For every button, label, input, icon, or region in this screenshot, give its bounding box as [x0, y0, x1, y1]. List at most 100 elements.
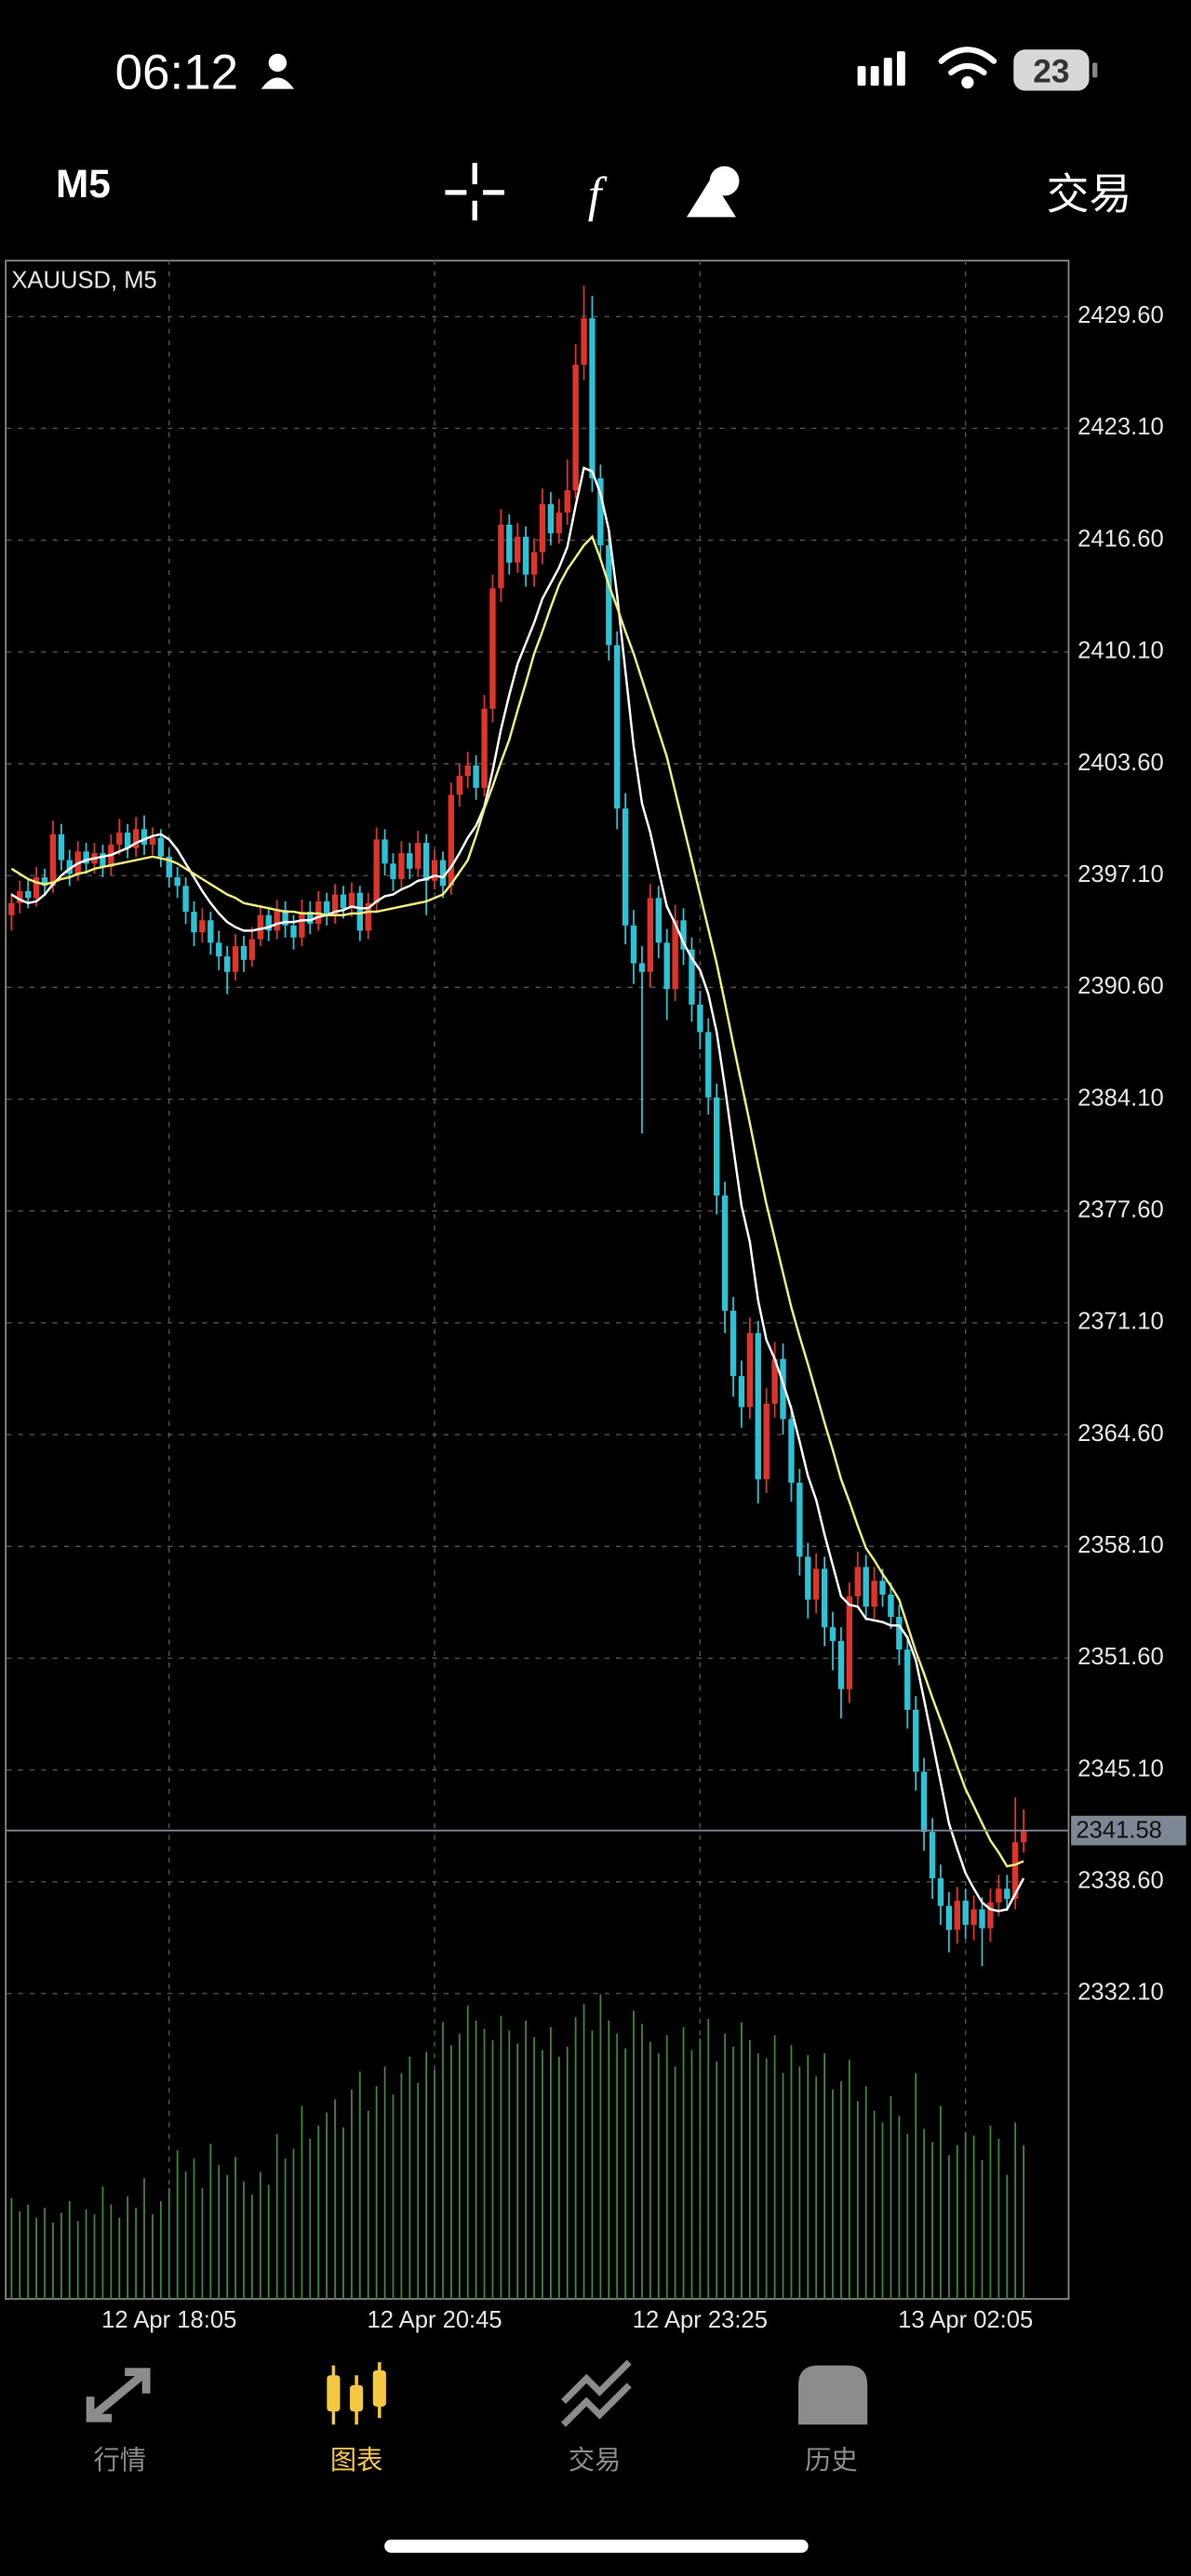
tab-icon-trade — [561, 2359, 632, 2427]
candle-body — [904, 1649, 911, 1710]
candle-body — [356, 892, 364, 931]
tab-label[interactable]: 图表 — [330, 2445, 382, 2475]
candle-body — [390, 863, 396, 879]
candle-body — [100, 853, 106, 867]
y-tick-label: 2338.60 — [1077, 1868, 1164, 1894]
candle-body — [66, 860, 73, 874]
tab-label[interactable]: 历史 — [805, 2445, 857, 2475]
candle-body — [240, 945, 248, 960]
candle-body — [340, 894, 347, 909]
candle-body — [937, 1878, 944, 1906]
candle-body — [1020, 1830, 1027, 1843]
wifi-icon — [938, 47, 997, 89]
candle-body — [481, 708, 488, 788]
candle-body — [515, 536, 521, 563]
candle-body — [307, 912, 314, 924]
candle-body — [431, 860, 438, 881]
candle-body — [689, 949, 695, 1005]
candle-body — [929, 1832, 936, 1879]
y-tick-label: 2351.60 — [1077, 1644, 1164, 1670]
candle-body — [216, 942, 222, 957]
candle-body — [125, 832, 131, 848]
candle-body — [489, 588, 496, 709]
current-price-box — [1071, 1815, 1186, 1846]
candle-body — [83, 851, 89, 864]
candle-body — [871, 1581, 877, 1607]
y-tick-label: 2403.60 — [1077, 750, 1164, 776]
candle-body — [630, 925, 637, 964]
candle-body — [1004, 1889, 1010, 1900]
candle-body — [149, 837, 156, 845]
candle-body — [141, 829, 148, 845]
candle-body — [265, 914, 272, 931]
objects-button[interactable] — [686, 166, 740, 218]
candle-body — [464, 765, 471, 776]
candle-body — [381, 839, 388, 864]
tab-bar: 行情 图表 交易 历史 — [86, 2359, 868, 2475]
candle-body — [191, 912, 197, 933]
candle-body — [506, 525, 513, 563]
candle-body — [729, 1310, 737, 1377]
candle-body — [290, 925, 297, 938]
tab-label[interactable]: 行情 — [94, 2445, 146, 2475]
indicator-button[interactable]: f — [588, 167, 608, 221]
candle-body — [522, 536, 529, 575]
candle-body — [530, 552, 538, 575]
candle-body — [763, 1403, 769, 1480]
candle-body — [564, 490, 570, 514]
trade-button[interactable]: 交易 — [1047, 170, 1132, 219]
candle-body — [439, 860, 447, 887]
x-tick-label: 12 Apr 20:45 — [367, 2307, 502, 2333]
crosshair-button[interactable] — [445, 163, 505, 220]
candle-body — [539, 503, 546, 553]
y-tick-label: 2332.10 — [1077, 1980, 1164, 2006]
candle-body — [647, 898, 654, 972]
y-tick-label: 2377.60 — [1077, 1196, 1164, 1222]
candle-body — [813, 1568, 820, 1600]
plot-frame — [5, 260, 1070, 2301]
tab-icon-history — [798, 2365, 868, 2425]
candle-body — [771, 1358, 778, 1404]
candle-body — [58, 834, 65, 861]
candle-body — [572, 365, 579, 491]
plot: 2429.60 2423.10 2416.60 2410.10 2403.60 2397.… — [7, 260, 1186, 2333]
symbol-label: XAUUSD, M5 — [11, 267, 156, 293]
candle-body — [456, 775, 462, 795]
y-tick-label: 2371.10 — [1077, 1309, 1164, 1335]
candle-body — [945, 1905, 953, 1930]
tab-label[interactable]: 交易 — [569, 2445, 621, 2475]
candle-body — [796, 1482, 803, 1557]
candle-body — [207, 920, 214, 943]
timeframe-button[interactable]: M5 — [56, 162, 111, 206]
candle-body — [697, 1004, 703, 1033]
candle-body — [606, 545, 612, 646]
candle-body — [498, 525, 504, 589]
candle-body — [829, 1627, 836, 1641]
candle-body — [422, 843, 430, 881]
candle-body — [547, 503, 555, 534]
moving-average-line — [10, 466, 1025, 1913]
candle-body — [157, 837, 165, 857]
candle-body — [738, 1376, 745, 1408]
candle-body — [979, 1909, 985, 1929]
candle-body — [821, 1568, 828, 1628]
candle-body — [299, 912, 305, 938]
candle-body — [805, 1556, 811, 1600]
candle-body — [232, 945, 239, 972]
candle-body — [896, 1617, 903, 1650]
candle-body — [41, 877, 48, 887]
candle-body — [398, 853, 405, 879]
candle-body — [655, 898, 662, 943]
battery-level: 23 — [1033, 54, 1069, 90]
candle-body — [323, 901, 330, 915]
y-tick-label: 2423.10 — [1077, 414, 1164, 440]
candle-body — [987, 1902, 994, 1929]
person-icon — [261, 53, 295, 89]
candle-body — [597, 478, 604, 546]
candle-body — [680, 920, 687, 950]
candle-body — [863, 1567, 869, 1607]
y-tick-label: 2429.60 — [1077, 302, 1164, 328]
candle-body — [223, 956, 231, 972]
candle-body — [33, 877, 40, 899]
